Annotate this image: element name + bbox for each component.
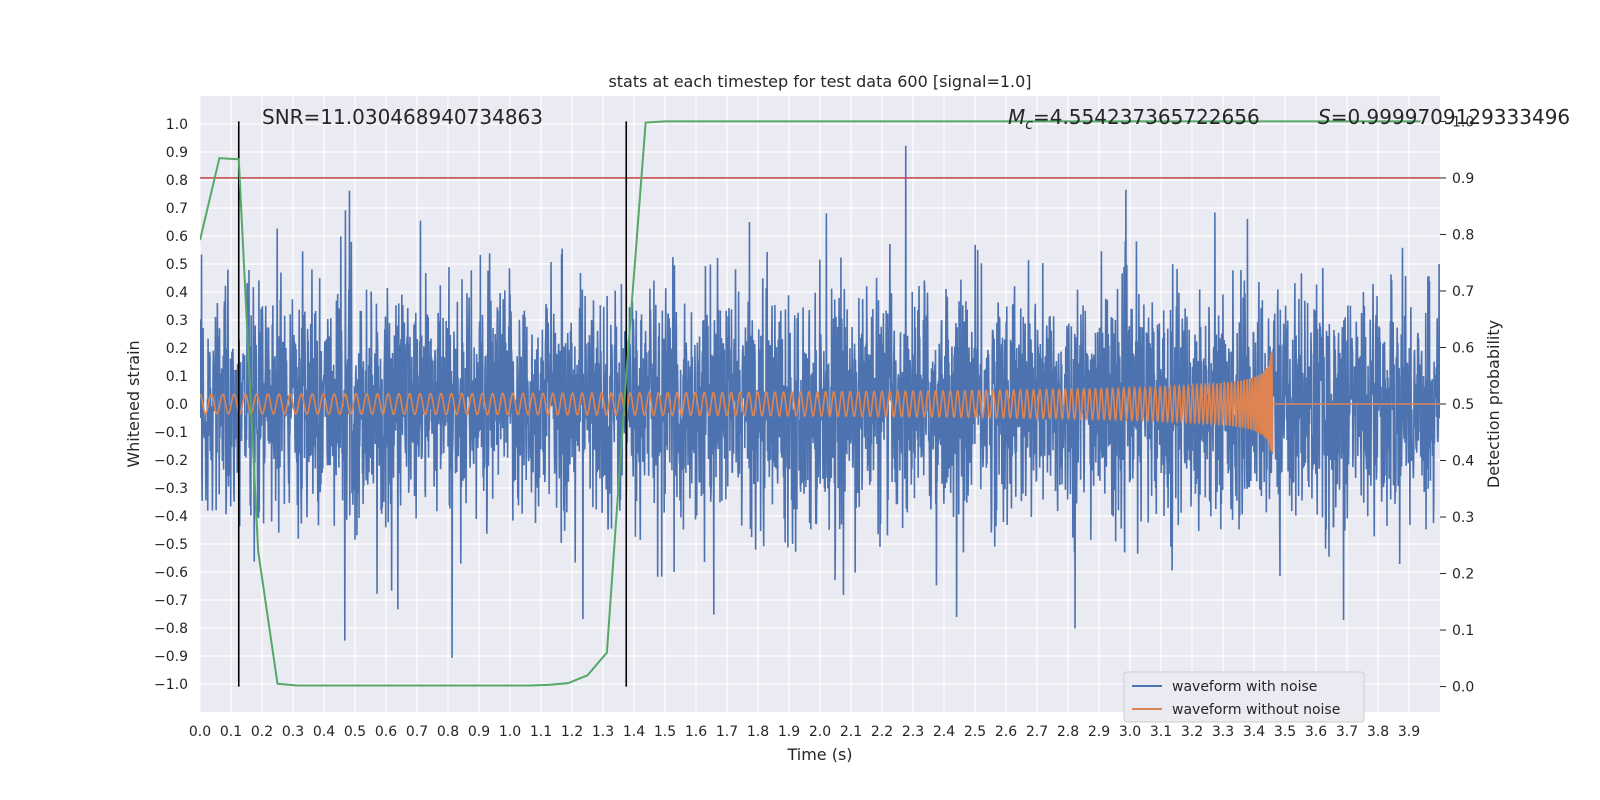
series-waveform-without-noise — [200, 351, 1440, 453]
y-right-tick-label: 0.0 — [1452, 680, 1474, 696]
x-tick-label: 0.2 — [251, 724, 273, 740]
x-tick-label: 2.3 — [902, 724, 924, 740]
y-tick-label: −0.5 — [154, 537, 188, 553]
x-tick-label: 1.9 — [778, 724, 800, 740]
x-tick-label: 2.7 — [1026, 724, 1048, 740]
x-tick-label: 1.1 — [530, 724, 552, 740]
mc-value: =4.554237365722656 — [1033, 105, 1260, 129]
y-right-tick-label: 0.7 — [1452, 284, 1474, 300]
legend-box — [1123, 671, 1365, 723]
x-tick-label: 1.5 — [654, 724, 676, 740]
ticks: 0.0 0.1 0.2 0.3 0.4 0.5 0.6 0.7 0.8 0.9 1.0 1.1 1.2 1… — [154, 114, 1474, 740]
x-tick-label: 2.1 — [840, 724, 862, 740]
x-tick-label: 2.8 — [1057, 724, 1079, 740]
x-tick-label: 1.2 — [561, 724, 583, 740]
legend-label-noise: waveform with noise — [1172, 679, 1317, 695]
snr-annotation: SNR=11.030468940734863 — [262, 105, 543, 129]
x-tick-label: 3.6 — [1305, 724, 1327, 740]
y-tick-label: −0.9 — [154, 649, 188, 665]
y-tick-label: 0.2 — [166, 341, 188, 357]
y-right-tick-label: 0.9 — [1452, 171, 1474, 187]
mc-symbol: M — [1008, 105, 1025, 129]
s-value: =0.9999709129333496 — [1331, 105, 1570, 129]
y-tick-label: 0.5 — [166, 257, 188, 273]
x-tick-label: 0.9 — [468, 724, 490, 740]
x-tick-label: 3.9 — [1398, 724, 1420, 740]
x-tick-label: 3.7 — [1336, 724, 1358, 740]
y-tick-label: 0.9 — [166, 145, 188, 161]
y-tick-label: 1.0 — [166, 117, 188, 133]
y-right-tick-label: 0.2 — [1452, 567, 1474, 583]
y-axis-label-right: Detection probability — [1484, 320, 1503, 488]
y-right-tick-label: 0.1 — [1452, 623, 1474, 639]
x-tick-label: 3.5 — [1274, 724, 1296, 740]
y-tick-label: 0.8 — [166, 173, 188, 189]
x-tick-label: 0.0 — [189, 724, 211, 740]
y-tick-label: −0.7 — [154, 593, 188, 609]
y-tick-label: −0.1 — [154, 425, 188, 441]
x-tick-label: 3.8 — [1367, 724, 1389, 740]
x-tick-label: 3.2 — [1181, 724, 1203, 740]
y-tick-label: −0.6 — [154, 565, 188, 581]
y-right-tick-label: 0.3 — [1452, 510, 1474, 526]
x-tick-label: 0.5 — [344, 724, 366, 740]
y-axis-label: Whitened strain — [124, 340, 143, 467]
x-tick-label: 0.6 — [375, 724, 397, 740]
x-tick-label: 0.7 — [406, 724, 428, 740]
x-tick-label: 3.0 — [1119, 724, 1141, 740]
x-tick-label: 1.7 — [716, 724, 738, 740]
s-symbol: S — [1318, 105, 1331, 129]
plot-series — [200, 120, 1440, 687]
x-tick-label: 0.8 — [437, 724, 459, 740]
x-tick-label: 3.1 — [1150, 724, 1172, 740]
x-tick-label: 1.4 — [623, 724, 645, 740]
x-tick-label: 2.4 — [933, 724, 955, 740]
mc-annotation: Mc=4.554237365722656 — [1008, 105, 1260, 133]
y-tick-label: −0.8 — [154, 621, 188, 637]
y-tick-label: 0.4 — [166, 285, 188, 301]
legend: waveform with noise waveform without noi… — [1123, 671, 1365, 723]
chart-title: stats at each timestep for test data 600… — [608, 72, 1031, 91]
x-tick-label: 2.0 — [809, 724, 831, 740]
x-tick-label: 3.3 — [1212, 724, 1234, 740]
y-tick-label: 0.3 — [166, 313, 188, 329]
y-tick-label: 0.1 — [166, 369, 188, 385]
y-tick-label: −0.2 — [154, 453, 188, 469]
y-right-tick-label: 0.8 — [1452, 227, 1474, 243]
x-tick-label: 1.8 — [747, 724, 769, 740]
x-axis-label: Time (s) — [786, 745, 852, 764]
y-tick-label: 0.7 — [166, 201, 188, 217]
y-tick-label: 0.0 — [166, 397, 188, 413]
x-tick-label: 2.6 — [995, 724, 1017, 740]
series-detection-probability — [200, 120, 1421, 687]
y-tick-label: −0.4 — [154, 509, 188, 525]
y-tick-label: 0.6 — [166, 229, 188, 245]
x-tick-label: 1.0 — [499, 724, 521, 740]
x-tick-label: 2.5 — [964, 724, 986, 740]
mc-subscript: c — [1025, 117, 1033, 133]
x-tick-label: 3.4 — [1243, 724, 1265, 740]
y-tick-label: −0.3 — [154, 481, 188, 497]
x-tick-label: 0.4 — [313, 724, 335, 740]
y-right-tick-label: 0.4 — [1452, 454, 1474, 470]
x-tick-label: 2.2 — [871, 724, 893, 740]
x-tick-label: 1.6 — [685, 724, 707, 740]
x-tick-label: 2.9 — [1088, 724, 1110, 740]
x-tick-label: 1.3 — [592, 724, 614, 740]
x-tick-label: 0.1 — [220, 724, 242, 740]
y-right-tick-label: 0.6 — [1452, 340, 1474, 356]
legend-label-clean: waveform without noise — [1172, 702, 1340, 718]
x-tick-label: 0.3 — [282, 724, 304, 740]
y-tick-label: −1.0 — [154, 677, 188, 693]
y-right-tick-label: 0.5 — [1452, 397, 1474, 413]
y-right-tick-label: 1.0 — [1452, 114, 1474, 130]
s-annotation: S=0.9999709129333496 — [1318, 105, 1570, 129]
